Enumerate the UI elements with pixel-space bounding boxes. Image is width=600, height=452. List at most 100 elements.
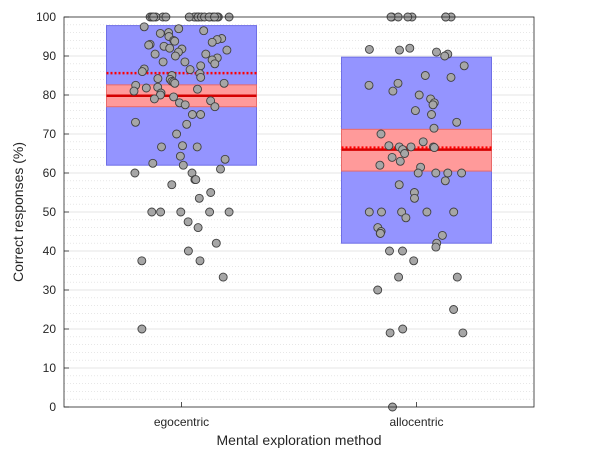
data-point xyxy=(195,256,205,266)
data-point xyxy=(431,168,441,178)
data-point xyxy=(418,137,428,147)
data-point xyxy=(400,149,410,158)
data-point xyxy=(211,238,221,248)
y-tick-label: 60 xyxy=(43,166,57,180)
y-tick-label: 0 xyxy=(49,400,56,414)
data-point xyxy=(147,207,157,217)
data-point xyxy=(431,242,441,252)
data-point xyxy=(410,193,419,203)
data-point xyxy=(429,123,439,133)
data-point xyxy=(196,61,206,71)
data-point xyxy=(410,106,420,116)
data-point xyxy=(458,328,468,338)
data-point xyxy=(422,207,432,217)
data-point xyxy=(139,22,149,32)
data-point xyxy=(449,305,459,314)
data-point xyxy=(395,156,405,166)
data-point xyxy=(437,230,447,240)
data-point xyxy=(137,324,147,334)
data-point xyxy=(428,100,438,110)
x-tick-label: allocentric xyxy=(389,415,443,429)
x-ticks: egocentric allocentric xyxy=(154,402,444,429)
data-point xyxy=(178,141,187,151)
data-point xyxy=(459,61,469,71)
data-point xyxy=(443,168,453,178)
data-point xyxy=(429,143,439,153)
data-point xyxy=(364,44,374,54)
data-point xyxy=(206,188,216,197)
data-point xyxy=(157,142,166,152)
data-point xyxy=(207,37,217,47)
data-point xyxy=(155,28,165,38)
data-point xyxy=(388,86,398,96)
data-point xyxy=(172,129,182,139)
data-point xyxy=(199,26,209,36)
data-point xyxy=(156,207,166,217)
data-point xyxy=(452,272,462,282)
data-point xyxy=(141,83,151,93)
data-point xyxy=(394,272,404,282)
data-point xyxy=(193,84,202,94)
data-point xyxy=(170,51,180,61)
y-tick-label: 100 xyxy=(36,10,56,24)
data-point xyxy=(180,57,190,67)
data-point xyxy=(398,324,408,334)
data-point xyxy=(183,217,193,227)
y-tick-label: 40 xyxy=(43,244,57,258)
data-point xyxy=(376,129,386,139)
data-point xyxy=(377,207,386,217)
data-point xyxy=(446,72,456,82)
data-point xyxy=(449,207,459,217)
data-point xyxy=(364,207,374,217)
data-point xyxy=(170,36,180,46)
data-point xyxy=(183,246,193,256)
data-point xyxy=(182,119,192,129)
data-point xyxy=(194,193,204,203)
data-point xyxy=(401,213,411,223)
data-point xyxy=(148,158,158,168)
y-tick-label: 80 xyxy=(43,88,57,102)
data-point xyxy=(394,180,404,190)
data-point xyxy=(414,90,424,100)
y-tick-label: 20 xyxy=(43,322,57,336)
data-point xyxy=(206,96,216,106)
data-point xyxy=(180,100,190,110)
y-axis-label: Correct responses (%) xyxy=(10,142,26,282)
data-point xyxy=(219,78,229,88)
data-point xyxy=(406,142,416,152)
data-point xyxy=(187,110,197,119)
data-point xyxy=(440,176,450,186)
data-point xyxy=(385,328,395,338)
data-point xyxy=(191,175,201,185)
data-point xyxy=(440,51,450,61)
data-point xyxy=(185,65,195,75)
data-point xyxy=(149,94,159,104)
data-point xyxy=(364,80,374,90)
data-point xyxy=(174,24,184,34)
data-point xyxy=(393,78,403,88)
data-point xyxy=(224,207,234,217)
groups xyxy=(106,12,492,412)
data-point xyxy=(395,45,404,55)
data-point xyxy=(405,43,415,53)
x-axis-label: Mental exploration method xyxy=(217,432,382,448)
data-point xyxy=(205,207,215,217)
data-point xyxy=(150,49,160,59)
data-point xyxy=(218,272,228,282)
data-point xyxy=(420,71,430,80)
data-point xyxy=(201,49,211,59)
data-point xyxy=(129,86,139,96)
y-tick-label: 50 xyxy=(43,205,57,219)
data-point xyxy=(409,256,419,266)
data-point xyxy=(375,228,385,238)
data-point xyxy=(398,246,407,256)
x-tick-label: egocentric xyxy=(154,415,209,429)
data-point xyxy=(413,168,423,178)
data-point xyxy=(193,223,203,233)
data-point xyxy=(137,67,147,77)
data-point xyxy=(196,110,206,119)
data-point xyxy=(210,59,220,69)
data-point xyxy=(375,160,385,170)
data-point xyxy=(384,141,394,151)
